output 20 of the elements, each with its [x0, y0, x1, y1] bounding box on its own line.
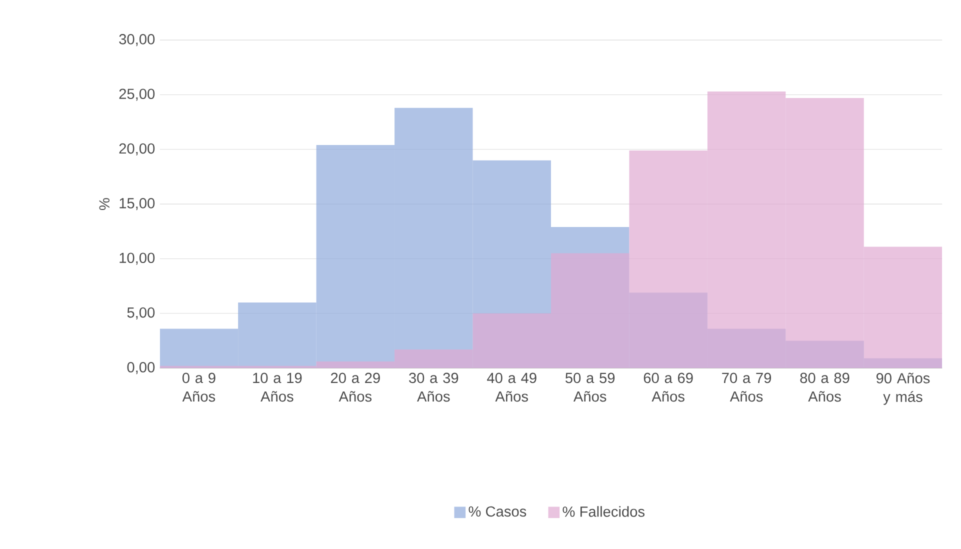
y-tick-label: 0,00 [127, 362, 155, 374]
y-tick-label: 10,00 [120, 252, 155, 265]
x-tick-label: 30 a 39 Años [409, 372, 458, 402]
y-tick-label: 25,00 [119, 88, 155, 101]
x-tick-label: 70 a 79 Años [722, 372, 772, 402]
legend-label: % Casos [468, 506, 526, 517]
y-tick-label: 15,00 [120, 198, 155, 210]
x-tick-label: 20 a 29 Años [330, 372, 380, 402]
y-axis-title: % [99, 198, 110, 210]
x-tick-label: 50 a 59 Años [565, 372, 615, 402]
y-tick-label: 5,00 [127, 307, 155, 320]
x-tick-label: 40 a 49 Años [487, 372, 536, 402]
x-tick-label: 80 a 89 Años [800, 372, 850, 402]
legend-label: % Fallecidos [562, 506, 644, 517]
x-tick-label: 0 a 9 Años [182, 372, 216, 402]
x-tick-label: 10 a 19 Años [253, 372, 302, 402]
x-tick-label: 60 a 69 Años [644, 372, 693, 402]
y-tick-label: 30,00 [119, 34, 155, 46]
y-tick-label: 20,00 [119, 143, 155, 156]
x-tick-label: 90 Años y más [876, 372, 930, 405]
